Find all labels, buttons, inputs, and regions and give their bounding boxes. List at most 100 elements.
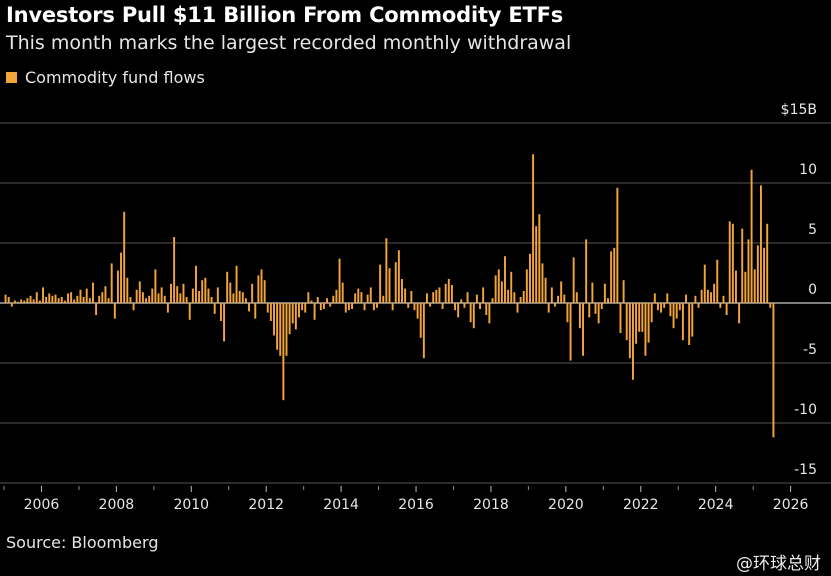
bar [26,298,29,303]
bar [438,287,441,303]
bar [207,288,210,303]
bar [138,281,141,303]
bar [725,303,728,315]
bar [578,303,581,329]
bar [613,247,616,303]
y-tick-label: -5 [803,342,817,358]
bar [407,303,410,308]
bar [557,295,560,303]
bar [681,303,684,341]
bar [347,303,350,311]
bar [572,257,575,303]
bar [382,295,385,303]
bar [522,291,525,303]
bar [310,300,313,303]
bar [98,295,101,303]
bar [251,283,254,303]
bar [763,247,766,303]
bar [585,239,588,303]
bar [38,300,41,303]
bar [141,292,144,303]
bar [226,271,229,303]
bar [166,303,169,313]
bar [706,289,709,303]
bar [494,275,497,303]
bar [688,303,691,345]
bar [513,292,516,303]
bar [485,303,488,315]
bar [528,253,531,303]
bar [638,303,641,332]
bar [42,287,44,303]
bar [619,303,622,333]
bar [23,300,26,303]
bar [48,293,51,303]
bar [416,303,419,319]
bar [741,228,744,303]
bar [132,303,135,311]
bar [241,292,244,303]
bar [750,169,753,303]
bar [63,300,66,303]
bar [73,299,76,303]
bar [54,294,57,303]
bar [691,303,694,337]
bar [335,289,338,303]
bar [145,298,147,303]
bar [298,303,300,318]
bar [307,292,310,303]
bar [497,269,500,303]
bar [179,293,182,303]
bar [357,288,360,303]
bar [644,303,647,356]
bar [232,293,235,303]
y-tick-label: -10 [794,402,817,418]
bar [753,269,756,303]
bar [20,299,23,303]
bar [157,293,160,303]
bar [450,285,453,303]
x-tick-label: 2008 [99,497,135,513]
bar [535,226,538,303]
y-tick-label: $15B [781,102,817,118]
bar [625,303,628,341]
bar [154,269,157,303]
bar [744,271,747,303]
bar [326,298,329,303]
bar [432,292,435,303]
bar [488,303,491,324]
bar [672,303,675,329]
x-axis: 2006 2008 2010 2012 2014 2016 2018 2020 2022 2024… [3,486,809,513]
bar [260,269,263,303]
bar [291,303,294,324]
bar [160,287,163,303]
bar [210,297,213,303]
bar [120,252,123,303]
bar [444,283,447,303]
bar [600,303,603,309]
y-tick-label: 5 [808,222,817,238]
bar [710,292,712,303]
bar [173,237,176,303]
bar [663,303,666,308]
bars [4,154,775,438]
bar [553,303,556,307]
bar [538,214,541,303]
bar [201,280,204,303]
bar [469,303,472,323]
bar [188,303,191,320]
bar [185,297,188,303]
bar [91,282,94,303]
bar [475,294,478,303]
bar [301,303,304,311]
bar [694,295,697,303]
bar [379,264,382,303]
bar [404,288,407,303]
bar [429,303,432,307]
x-tick-label: 2012 [248,497,284,513]
bar [163,295,166,303]
bar [126,277,129,303]
bar [544,277,547,303]
bar [419,303,422,338]
bar [628,303,631,359]
